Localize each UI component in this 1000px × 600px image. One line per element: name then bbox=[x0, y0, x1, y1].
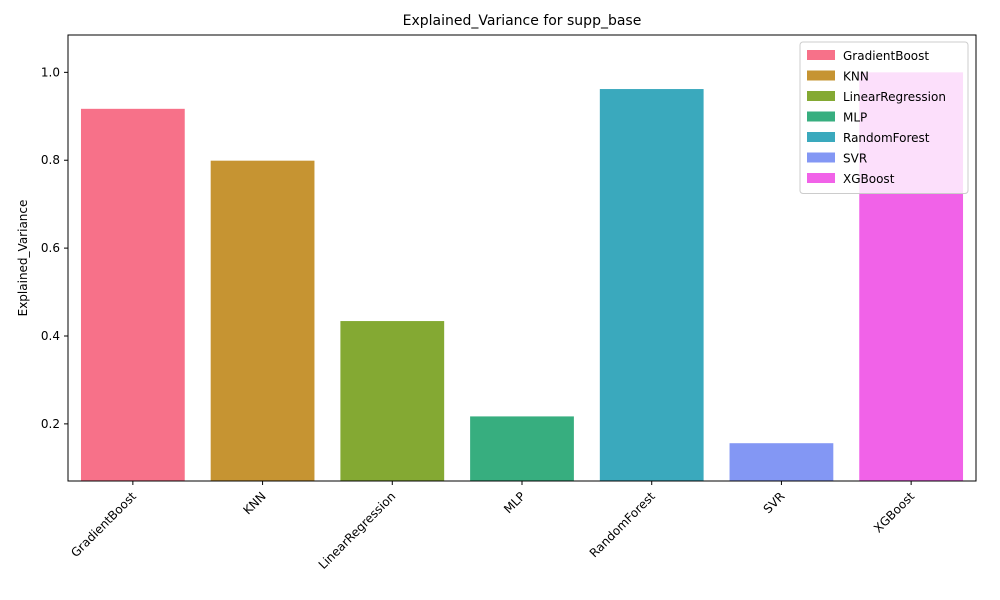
legend-label: GradientBoost bbox=[843, 49, 929, 63]
chart-title: Explained_Variance for supp_base bbox=[403, 13, 642, 29]
bar-linearregression bbox=[340, 321, 445, 481]
y-axis-label: Explained_Variance bbox=[16, 200, 30, 317]
legend-swatch bbox=[807, 91, 835, 101]
y-tick-label: 1.0 bbox=[41, 65, 60, 79]
y-tick-label: 0.8 bbox=[41, 153, 60, 167]
bar-mlp bbox=[470, 416, 574, 481]
x-tick-label: KNN bbox=[241, 489, 269, 517]
x-tick-label: LinearRegression bbox=[316, 489, 399, 572]
bar-svr bbox=[729, 443, 834, 481]
x-tick-label: GradientBoost bbox=[68, 489, 139, 560]
y-tick-label: 0.6 bbox=[41, 241, 60, 255]
y-tick-label: 0.4 bbox=[41, 329, 60, 343]
y-axis-ticks: 0.2 0.4 0.6 0.8 1.0 bbox=[41, 65, 68, 431]
legend-swatch bbox=[807, 111, 835, 122]
legend-label: RandomForest bbox=[843, 131, 930, 145]
legend-label: MLP bbox=[843, 111, 867, 125]
legend-label: XGBoost bbox=[843, 172, 895, 186]
legend-label: SVR bbox=[843, 152, 867, 166]
legend: GradientBoost KNN LinearRegression MLP Rando… bbox=[799, 41, 969, 194]
legend-swatch bbox=[807, 152, 835, 163]
legend-label: KNN bbox=[843, 70, 869, 84]
x-axis-ticks: GradientBoost KNN LinearRegression MLP Rando… bbox=[68, 481, 917, 572]
legend-swatch bbox=[807, 173, 835, 183]
x-tick-label: XGBoost bbox=[871, 489, 917, 535]
x-tick-label: MLP bbox=[501, 489, 528, 516]
legend-swatch bbox=[807, 70, 835, 81]
legend-label: LinearRegression bbox=[843, 90, 946, 104]
y-tick-label: 0.2 bbox=[41, 417, 60, 431]
legend-swatch bbox=[807, 50, 835, 60]
x-tick-label: RandomForest bbox=[587, 489, 658, 560]
x-tick-label: SVR bbox=[761, 489, 788, 516]
bar-randomforest bbox=[599, 89, 704, 481]
bar-knn bbox=[210, 160, 315, 481]
legend-swatch bbox=[807, 132, 835, 142]
bar-gradientboost bbox=[80, 108, 185, 482]
legend-box bbox=[799, 41, 969, 194]
